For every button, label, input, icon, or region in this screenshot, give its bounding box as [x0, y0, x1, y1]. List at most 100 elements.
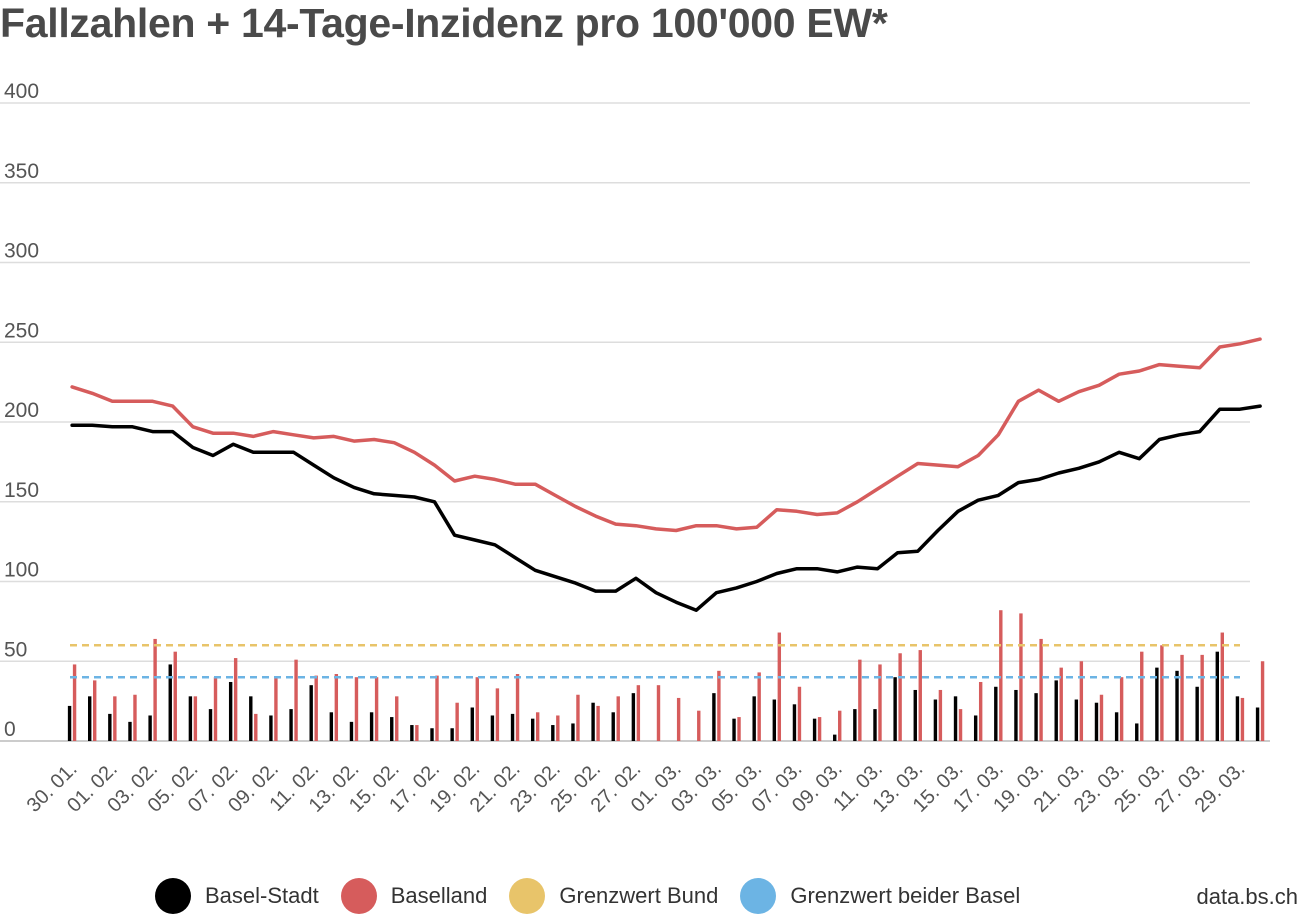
bar-basel-stadt	[1175, 670, 1179, 741]
bar-basel-stadt	[1034, 693, 1038, 741]
bar-basel-stadt	[228, 681, 233, 741]
source-credit: data.bs.ch	[1196, 884, 1298, 909]
bar-basel-stadt	[249, 696, 253, 741]
bar-baselland	[93, 680, 97, 741]
bar-baselland	[757, 672, 761, 741]
bar-baselland	[455, 702, 459, 741]
bar-baselland	[697, 710, 701, 741]
bar-basel-stadt	[752, 696, 756, 741]
bar-baselland	[858, 659, 862, 741]
bar-baselland	[395, 696, 399, 741]
bar-baselland	[999, 610, 1003, 741]
legend-label: Grenzwert beider Basel	[790, 883, 1021, 908]
bar-basel-stadt	[289, 709, 293, 741]
bar-basel-stadt	[571, 723, 575, 741]
bar-basel-stadt	[168, 664, 172, 741]
legend-item-grenzwert-beider-basel[interactable]: Grenzwert beider Basel	[740, 878, 1020, 914]
bar-basel-stadt	[490, 715, 495, 741]
bar-baselland	[374, 677, 379, 741]
bar-basel-stadt	[510, 713, 515, 741]
bar-baselland	[274, 677, 278, 741]
y-tick-label: 400	[4, 80, 39, 103]
y-tick-label: 200	[4, 399, 39, 422]
bar-basel-stadt	[329, 712, 334, 741]
bar-baselland	[314, 675, 318, 741]
bar-baselland	[898, 653, 902, 741]
bar-baselland	[173, 651, 177, 741]
y-tick-label: 250	[4, 319, 39, 342]
bar-basel-stadt	[1235, 696, 1240, 741]
bar-basel-stadt	[208, 709, 213, 741]
bar-baselland	[294, 659, 298, 741]
legend-dot-icon	[340, 878, 377, 914]
bar-baselland	[72, 664, 77, 741]
legend-item-basel-stadt[interactable]: Basel-Stadt	[155, 878, 319, 914]
bar-basel-stadt	[1074, 699, 1079, 741]
bar-baselland	[1240, 697, 1245, 741]
y-tick-label: 0	[4, 718, 16, 741]
bar-basel-stadt	[933, 699, 938, 741]
bar-basel-stadt	[1114, 712, 1119, 741]
bar-baselland	[515, 674, 520, 741]
y-tick-label: 50	[4, 638, 27, 661]
bar-baselland	[958, 709, 963, 741]
bar-basel-stadt	[772, 699, 777, 741]
bar-baselland	[213, 677, 218, 741]
bar-basel-stadt	[712, 693, 716, 741]
bar-basel-stadt	[450, 728, 454, 741]
bar-basel-stadt	[390, 717, 394, 741]
bar-basel-stadt	[369, 712, 374, 741]
bar-basel-stadt	[732, 718, 736, 741]
bar-basel-stadt	[1215, 651, 1219, 741]
bar-baselland	[233, 658, 238, 741]
bar-baselland	[1220, 632, 1224, 741]
bar-baselland	[777, 632, 782, 741]
bar-basel-stadt	[812, 718, 817, 741]
bar-basel-stadt	[591, 702, 595, 741]
bar-basel-stadt	[973, 715, 978, 741]
bar-baselland	[1119, 677, 1124, 741]
bar-baselland	[354, 677, 359, 741]
bar-basel-stadt	[611, 712, 615, 741]
bar-baselland	[1039, 638, 1043, 741]
bar-basel-stadt	[1014, 689, 1018, 741]
bar-baselland	[817, 717, 822, 741]
legend-item-grenzwert-bund[interactable]: Grenzwert Bund	[509, 878, 718, 914]
legend-dot-icon	[740, 878, 777, 914]
bar-baselland	[1260, 661, 1265, 741]
bar-baselland	[1099, 694, 1104, 741]
bar-baselland	[1059, 667, 1063, 741]
bar-basel-stadt	[1155, 667, 1159, 741]
bar-baselland	[1180, 654, 1184, 741]
bar-basel-stadt	[792, 704, 797, 741]
bar-basel-stadt	[1195, 686, 1199, 741]
bar-basel-stadt	[88, 696, 92, 741]
y-tick-label: 350	[4, 160, 39, 183]
legend-label: Basel-Stadt	[205, 883, 319, 908]
bar-basel-stadt	[994, 686, 998, 741]
bar-baselland	[616, 696, 620, 741]
bar-basel-stadt	[833, 734, 837, 741]
bar-baselland	[737, 717, 741, 741]
bar-basel-stadt	[148, 715, 152, 741]
bar-baselland	[878, 664, 882, 741]
bar-basel-stadt	[913, 689, 917, 741]
legend: Basel-Stadt Baselland Grenzwert Bund Gre…	[155, 878, 1042, 914]
bar-basel-stadt	[530, 718, 535, 741]
bar-basel-stadt	[551, 725, 555, 741]
y-tick-label: 300	[4, 240, 39, 263]
bar-baselland	[193, 696, 198, 741]
bar-baselland	[1140, 651, 1144, 741]
bar-basel-stadt	[1255, 707, 1260, 741]
bar-baselland	[1079, 661, 1084, 741]
bar-basel-stadt	[128, 721, 132, 741]
bar-baselland	[475, 677, 479, 741]
bar-basel-stadt	[470, 707, 474, 741]
bar-basel-stadt	[873, 709, 877, 741]
bar-baselland	[717, 670, 721, 741]
bar-baselland	[495, 688, 500, 741]
bar-basel-stadt	[1135, 723, 1139, 741]
bar-baselland	[133, 694, 137, 741]
bar-basel-stadt	[953, 696, 958, 741]
legend-item-baselland[interactable]: Baselland	[340, 878, 487, 914]
